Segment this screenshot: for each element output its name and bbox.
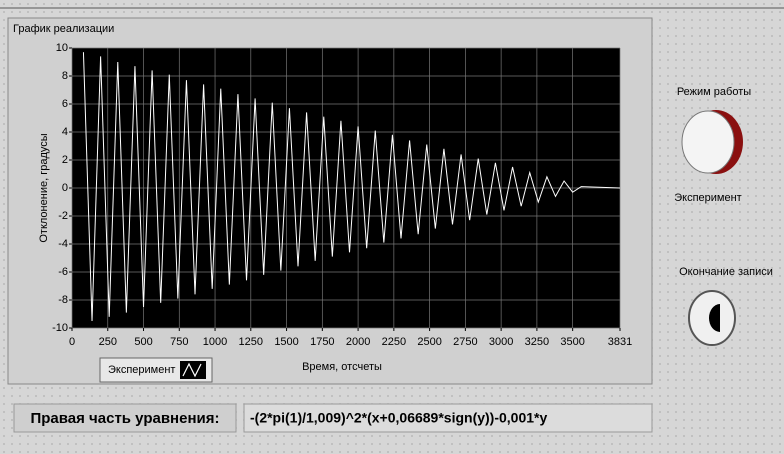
y-tick-label: -2: [58, 210, 68, 222]
x-tick-label: 3250: [525, 336, 549, 348]
x-tick-label: 250: [99, 336, 117, 348]
y-tick-label: 0: [62, 182, 68, 194]
stop-label[interactable]: Окончание записи: [679, 266, 773, 278]
x-tick-label: 2750: [453, 336, 477, 348]
data-line: [82, 52, 621, 322]
legend-swatch: [182, 362, 202, 378]
y-tick-label: 8: [62, 70, 68, 82]
y-tick-label: 2: [62, 154, 68, 166]
y-tick-label: 4: [62, 126, 68, 138]
y-tick-label: -10: [52, 322, 68, 334]
equation-label: Правая часть уравнения:: [30, 410, 219, 427]
x-tick-label: 2500: [417, 336, 441, 348]
y-tick-label: -6: [58, 266, 68, 278]
equation: -(2*pi(1)/1,009)^2*(x+0,06689*sign(y))-0…: [250, 410, 547, 426]
x-tick-label: 2250: [382, 336, 406, 348]
x-tick-label: 3000: [489, 336, 513, 348]
mode-value: Эксперимент: [674, 192, 741, 204]
legend-label: Эксперимент: [108, 364, 175, 376]
equation-label-box: [13, 403, 237, 433]
x-tick-label: 1000: [203, 336, 227, 348]
mode-label[interactable]: Режим работы: [677, 86, 751, 98]
x-tick-label: 3831: [608, 336, 632, 348]
y-tick-label: -8: [58, 294, 68, 306]
x-tick-label: 1250: [239, 336, 263, 348]
equation-box: [243, 403, 653, 433]
x-tick-label: 750: [170, 336, 188, 348]
chart-title: График реализации: [13, 23, 114, 35]
x-tick-label: 1500: [274, 336, 298, 348]
legend-icon: [180, 361, 206, 379]
y-tick-label: 6: [62, 98, 68, 110]
y-tick-label: -4: [58, 238, 68, 250]
x-axis-label: Время, отсчеты: [302, 361, 382, 373]
x-tick-label: 500: [134, 336, 152, 348]
x-tick-label: 3500: [560, 336, 584, 348]
mode-button[interactable]: [681, 110, 735, 174]
x-tick-label: 2000: [346, 336, 370, 348]
y-tick-label: 10: [56, 42, 68, 54]
x-tick-label: 0: [69, 336, 75, 348]
x-tick-label: 1750: [310, 336, 334, 348]
stop-button-indicator: [709, 304, 720, 332]
y-axis-label: Отклонение, градусы: [38, 133, 50, 242]
